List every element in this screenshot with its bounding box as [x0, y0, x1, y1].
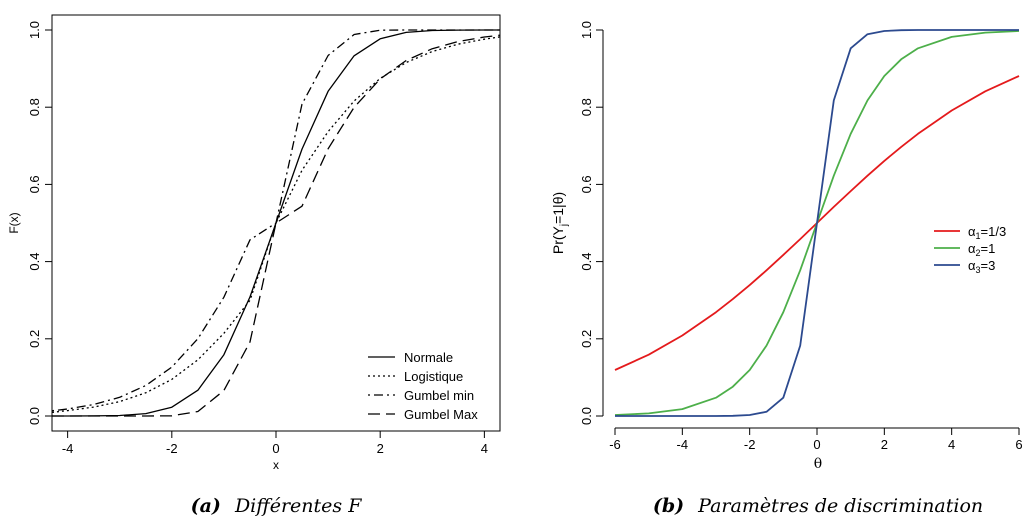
panel-b-lines [614, 29, 1020, 417]
panel-a-ytick-label: 0.4 [27, 253, 42, 271]
panel-b-caption-text: Paramètres de discrimination [697, 495, 983, 517]
panel-a-letter: (a) [191, 495, 221, 517]
panel-a-caption: (a) Différentes F [191, 495, 363, 517]
panel-b-series-3 [615, 29, 1019, 417]
panel-b-ylabel-subscript: j [559, 224, 570, 227]
panel-b: θ Pr(Yj=1|θ) -6 -4 -2 0 2 4 6 0.0 0.2 0.4 0.6 0.8 1.… [550, 21, 1023, 517]
panel-b-xtick-label: 6 [1015, 437, 1022, 452]
panel-b-ytick-label: 0.8 [579, 98, 594, 116]
panel-a-xtick-label: 2 [377, 441, 384, 456]
panel-a-xtick-label: -2 [166, 441, 178, 456]
panel-a-xtick-label: 4 [481, 441, 488, 456]
panel-a-legend-label: Normale [404, 350, 453, 365]
panel-a-caption-text: Différentes F [234, 495, 362, 517]
panel-a-legend-label: Gumbel min [404, 388, 474, 403]
panel-b-letter: (b) [653, 495, 684, 517]
panel-a-legend-label: Logistique [404, 369, 463, 384]
panel-b-xtick-label: 0 [813, 437, 820, 452]
panel-a-legend: Normale Logistique Gumbel min Gumbel Max [368, 350, 478, 422]
panel-b-xtick-label: -2 [744, 437, 756, 452]
panel-b-xlabel: θ [814, 456, 822, 472]
panel-a-series-gumbel-min [51, 29, 500, 412]
panel-b-xtick-label: 2 [881, 437, 888, 452]
panel-b-ytick-label: 0.6 [579, 175, 594, 193]
panel-a-ytick-label: 0.6 [27, 175, 42, 193]
panel-a-ylabel: F(x) [7, 212, 21, 233]
panel-b-ytick-label: 0.4 [579, 253, 594, 271]
panel-a: x F(x) -4 -2 0 2 4 0.0 0.2 0.4 0.6 0.8 1.0 Normale… [7, 14, 501, 517]
panel-a-series-gumbel-max [52, 34, 501, 417]
panel-a-xlabel: x [273, 458, 279, 472]
panel-a-ticks: -4 -2 0 2 4 0.0 0.2 0.4 0.6 0.8 1.0 [27, 21, 488, 456]
panel-b-xtick-label: -6 [609, 437, 621, 452]
panel-b-xtick-label: 4 [948, 437, 955, 452]
panel-b-xtick-label: -4 [677, 437, 689, 452]
panel-a-ytick-label: 0.2 [27, 330, 42, 348]
panel-a-ytick-label: 0.0 [27, 407, 42, 425]
panel-a-ytick-label: 0.8 [27, 98, 42, 116]
panel-b-caption: (b) Paramètres de discrimination [653, 495, 983, 517]
panel-b-ylabel-part-1: Pr(Y [550, 225, 566, 254]
panel-a-legend-label: Gumbel Max [404, 407, 478, 422]
panel-a-ytick-label: 1.0 [27, 21, 42, 39]
panel-a-xtick-label: 0 [272, 441, 279, 456]
panel-a-lines [51, 29, 501, 417]
panel-b-legend-label: α2=1 [968, 241, 995, 258]
panel-b-ytick-label: 0.2 [579, 330, 594, 348]
panel-b-ylabel-part-2: =1|θ) [550, 192, 566, 224]
panel-b-ytick-label: 0.0 [579, 407, 594, 425]
panel-b-ticks: -6 -4 -2 0 2 4 6 0.0 0.2 0.4 0.6 0.8 1.0 [579, 21, 1023, 452]
panel-b-ytick-label: 1.0 [579, 21, 594, 39]
panel-b-legend: α1=1/3α2=1α3=3 [934, 224, 1006, 275]
panel-a-xtick-label: -4 [62, 441, 74, 456]
panel-b-legend-label: α1=1/3 [968, 224, 1006, 241]
panel-b-legend-label: α3=3 [968, 258, 995, 275]
panel-b-ylabel: Pr(Yj=1|θ) [550, 192, 570, 254]
